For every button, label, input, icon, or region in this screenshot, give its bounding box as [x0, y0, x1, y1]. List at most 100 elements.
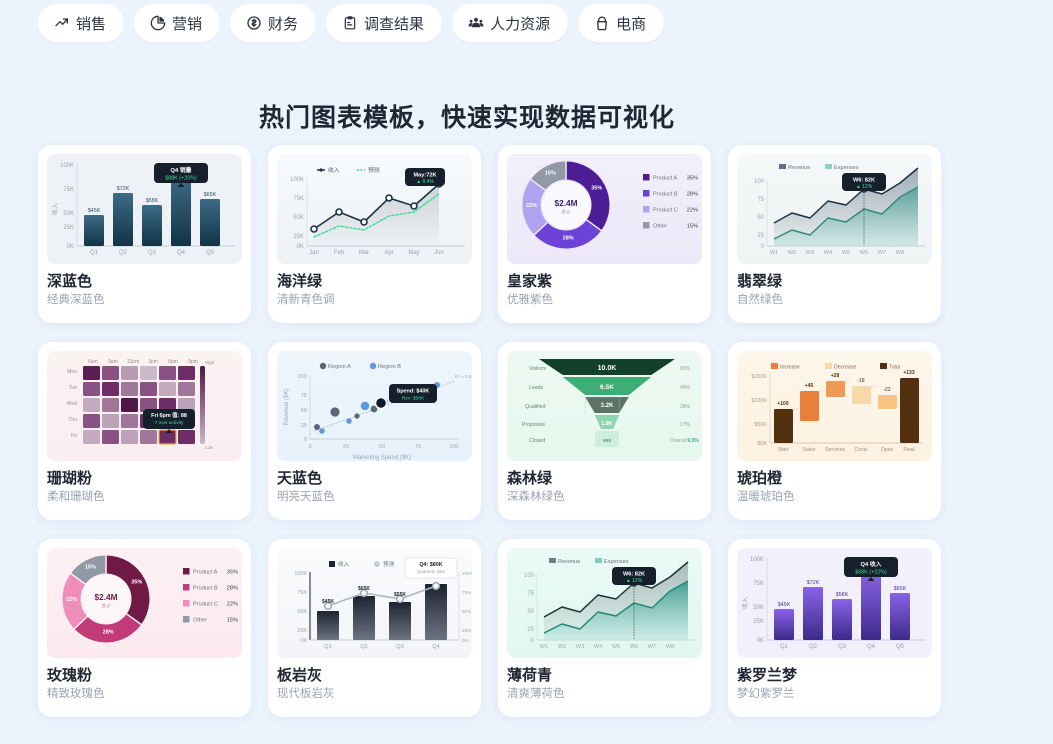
svg-text:22%: 22%: [66, 597, 77, 603]
svg-text:W3: W3: [576, 644, 584, 650]
svg-text:预测: 预测: [383, 560, 395, 568]
svg-text:收入: 收入: [338, 560, 350, 568]
svg-text:50K: 50K: [63, 211, 74, 217]
svg-text:7 new activity: 7 new activity: [155, 420, 184, 426]
svg-text:22%: 22%: [526, 203, 537, 209]
svg-text:Product B: Product B: [193, 586, 218, 592]
svg-text:Product C: Product C: [193, 602, 218, 608]
svg-text:收入: 收入: [741, 597, 749, 609]
svg-text:0: 0: [304, 437, 307, 443]
svg-text:Q1: Q1: [780, 644, 789, 650]
svg-text:75K: 75K: [293, 196, 304, 202]
svg-text:25K: 25K: [753, 619, 764, 625]
svg-text:22%: 22%: [687, 208, 698, 214]
svg-text:1.8K: 1.8K: [601, 421, 612, 427]
svg-text:75: 75: [301, 393, 307, 399]
svg-text:+28: +28: [831, 373, 840, 379]
svg-text:100K: 100K: [294, 571, 307, 577]
svg-text:0K: 0K: [297, 244, 304, 250]
svg-text:Revenue: Revenue: [788, 165, 810, 171]
svg-text:$88K (+20%): $88K (+20%): [165, 176, 197, 182]
svg-text:28%: 28%: [227, 586, 238, 592]
svg-text:预测: 预测: [368, 166, 380, 174]
svg-text:-22: -22: [883, 387, 890, 393]
svg-text:50K: 50K: [753, 605, 764, 611]
svg-text:25: 25: [301, 423, 307, 429]
svg-text:25: 25: [757, 233, 764, 239]
svg-text:Other: Other: [653, 224, 667, 230]
svg-text:Fri: Fri: [71, 433, 77, 439]
svg-text:Costs: Costs: [854, 447, 868, 453]
svg-text:Overall: Overall: [670, 438, 686, 444]
svg-text:$55K: $55K: [394, 592, 406, 598]
svg-text:$65K: $65K: [204, 192, 217, 198]
svg-text:Region B: Region B: [378, 364, 401, 370]
svg-text:Thu: Thu: [68, 417, 77, 423]
svg-text:35%: 35%: [687, 176, 698, 182]
svg-text:Visitors: Visitors: [529, 366, 546, 372]
svg-text:W8: W8: [896, 250, 904, 256]
svg-text:Q2: Q2: [809, 644, 818, 650]
svg-text:75: 75: [415, 444, 421, 450]
svg-text:3.2K: 3.2K: [601, 403, 614, 409]
svg-text:0K: 0K: [757, 638, 764, 644]
svg-text:35%: 35%: [591, 185, 602, 191]
svg-text:Opex: Opex: [881, 447, 894, 453]
svg-text:W2: W2: [558, 644, 566, 650]
svg-text:Rev: $58K: Rev: $58K: [402, 396, 425, 402]
svg-text:100: 100: [449, 444, 458, 450]
svg-text:W5: W5: [612, 644, 620, 650]
svg-text:50%: 50%: [462, 609, 471, 614]
svg-text:Spend: $40K: Spend: $40K: [397, 389, 430, 395]
svg-text:Q4: Q4: [867, 644, 876, 650]
svg-text:$45K: $45K: [322, 599, 334, 605]
svg-text:$2.4M: $2.4M: [95, 593, 118, 602]
svg-text:W2: W2: [788, 250, 796, 256]
svg-text:Leads: Leads: [529, 385, 544, 391]
svg-text:Qualified: Qualified: [525, 404, 546, 410]
svg-text:100: 100: [524, 573, 535, 579]
svg-text:Jan: Jan: [309, 250, 319, 256]
svg-text:25K: 25K: [297, 628, 307, 634]
svg-text:28%: 28%: [103, 629, 114, 635]
svg-text:49%: 49%: [680, 385, 691, 391]
svg-text:28%: 28%: [563, 235, 574, 241]
svg-text:Expenses: Expenses: [834, 165, 859, 171]
svg-text:9pm: 9pm: [188, 359, 198, 365]
svg-text:R² = 0.87: R² = 0.87: [455, 374, 472, 379]
svg-text:$58K: $58K: [146, 198, 159, 204]
svg-text:22%: 22%: [227, 602, 238, 608]
svg-text:W6: 82K: W6: 82K: [623, 572, 645, 578]
svg-text:50K: 50K: [293, 215, 304, 221]
svg-text:收入: 收入: [328, 166, 340, 174]
svg-text:0K: 0K: [67, 244, 74, 250]
svg-text:▲ 12%: ▲ 12%: [626, 578, 643, 584]
svg-text:25%: 25%: [462, 628, 471, 633]
svg-text:+100: +100: [777, 401, 788, 407]
svg-text:$88K (+22%): $88K (+22%): [855, 570, 887, 576]
svg-text:Marketing Spend ($K): Marketing Spend ($K): [353, 455, 411, 461]
svg-text:Q3: Q3: [396, 644, 403, 650]
svg-text:Feb: Feb: [334, 250, 345, 256]
svg-text:$150K: $150K: [751, 374, 767, 380]
svg-text:Q1: Q1: [324, 644, 331, 650]
svg-text:W6: 82K: W6: 82K: [853, 178, 875, 184]
svg-text:W3: W3: [806, 250, 814, 256]
svg-text:$45K: $45K: [778, 602, 791, 608]
svg-text:Expenses: Expenses: [604, 559, 629, 565]
svg-text:100%: 100%: [462, 571, 472, 576]
svg-text:100: 100: [298, 374, 307, 380]
svg-text:W6: W6: [860, 250, 868, 256]
svg-text:15%: 15%: [545, 170, 556, 176]
svg-text:0: 0: [308, 444, 311, 450]
svg-text:100K: 100K: [60, 163, 74, 169]
svg-text:Q5: Q5: [206, 250, 215, 256]
svg-text:Proposals: Proposals: [522, 422, 545, 428]
svg-text:Sales: Sales: [803, 447, 816, 453]
svg-text:May:72K: May:72K: [413, 173, 436, 179]
svg-text:6.5K: 6.5K: [600, 384, 614, 391]
svg-text:Region A: Region A: [328, 364, 351, 370]
svg-text:Jun: Jun: [434, 250, 444, 256]
svg-text:Product A: Product A: [193, 570, 218, 576]
svg-text:Low: Low: [205, 445, 214, 450]
